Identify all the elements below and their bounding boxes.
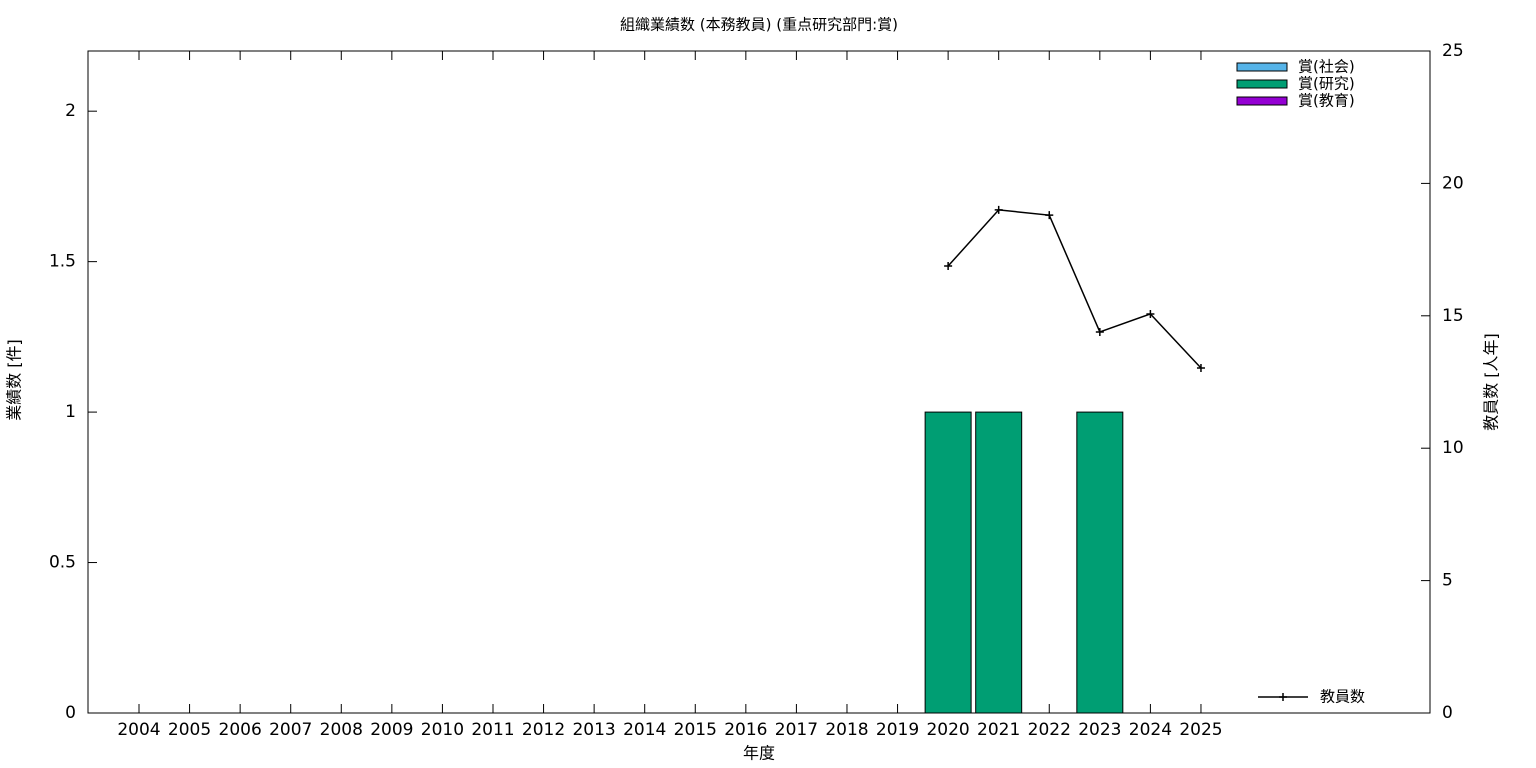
bar <box>1076 411 1124 714</box>
y-tick-label: 0.5 <box>49 553 76 573</box>
x-axis-label: 年度 <box>743 744 775 763</box>
point <box>1095 327 1104 336</box>
point <box>1196 363 1205 372</box>
x-tick-label: 2022 <box>1028 720 1071 740</box>
chart-title: 組織業績数 (本務教員) (重点研究部門:賞) <box>620 16 898 34</box>
y2-tick-label: 5 <box>1442 571 1453 591</box>
x-tick-label: 2021 <box>977 720 1020 740</box>
point <box>1045 211 1054 220</box>
point <box>1146 309 1155 318</box>
legend-swatch <box>1236 62 1288 72</box>
x-tick-label: 2008 <box>320 720 363 740</box>
plot-frame <box>87 50 1431 714</box>
legend-label: 教員数 <box>1320 688 1365 706</box>
x-tick-label: 2023 <box>1078 720 1121 740</box>
legend-swatch <box>1236 79 1288 89</box>
x-tick-label: 2015 <box>674 720 717 740</box>
y-tick-label: 1 <box>65 402 76 422</box>
y-tick-label: 0 <box>65 703 76 723</box>
legend-point <box>1279 693 1287 701</box>
x-tick-label: 2017 <box>775 720 818 740</box>
y-tick-label: 1.5 <box>49 252 76 272</box>
x-tick-label: 2012 <box>522 720 565 740</box>
legend-label: 賞(社会) <box>1298 58 1355 76</box>
x-tick-label: 2014 <box>623 720 666 740</box>
y2-tick-label: 0 <box>1442 703 1453 723</box>
x-tick-label: 2020 <box>926 720 969 740</box>
bar <box>975 411 1023 714</box>
x-tick-label: 2018 <box>825 720 868 740</box>
legend-label: 賞(教育) <box>1298 92 1355 110</box>
y2-tick-label: 20 <box>1442 173 1464 193</box>
x-tick-label: 2009 <box>370 720 413 740</box>
x-tick-label: 2005 <box>168 720 211 740</box>
y2-tick-label: 10 <box>1442 438 1464 458</box>
y2-tick-label: 15 <box>1442 306 1464 326</box>
x-tick-label: 2004 <box>117 720 160 740</box>
x-tick-label: 2011 <box>471 720 514 740</box>
legend-swatch <box>1236 96 1288 106</box>
x-tick-label: 2013 <box>572 720 615 740</box>
y2-tick-label: 25 <box>1442 41 1464 61</box>
y-tick-label: 2 <box>65 101 76 121</box>
x-tick-label: 2019 <box>876 720 919 740</box>
x-tick-label: 2007 <box>269 720 312 740</box>
line <box>947 209 1202 369</box>
point <box>944 262 953 271</box>
x-tick-label: 2024 <box>1129 720 1172 740</box>
bar <box>924 411 972 714</box>
legend-label: 賞(研究) <box>1298 75 1355 93</box>
x-tick-label: 2016 <box>724 720 767 740</box>
y-axis-label: 業績数 [件] <box>5 339 24 421</box>
x-tick-label: 2006 <box>219 720 262 740</box>
y2-axis-label: 教員数 [人年] <box>1482 333 1501 431</box>
x-tick-label: 2025 <box>1179 720 1222 740</box>
point <box>994 205 1003 214</box>
x-tick-label: 2010 <box>421 720 464 740</box>
